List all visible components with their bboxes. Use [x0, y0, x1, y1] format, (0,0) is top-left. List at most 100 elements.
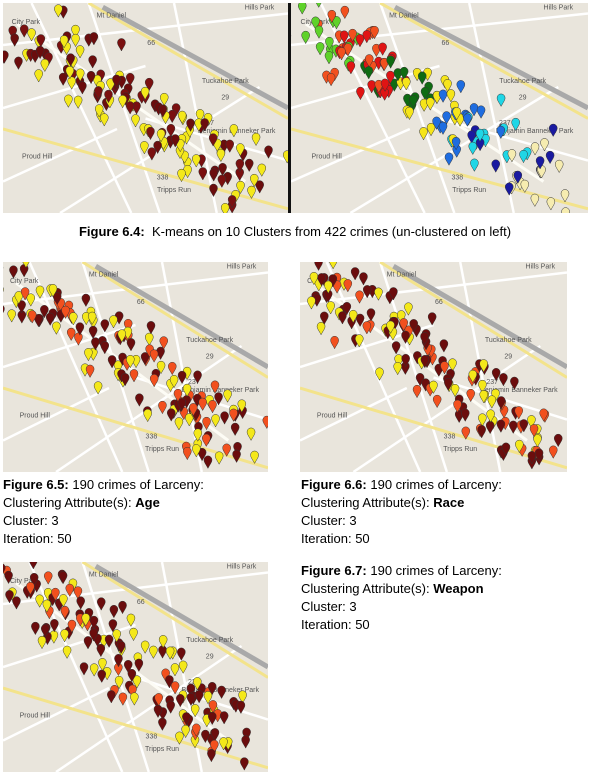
crime-marker — [61, 305, 70, 320]
crime-marker — [426, 97, 435, 111]
crime-marker — [393, 68, 403, 82]
crime-marker — [19, 24, 29, 38]
crime-marker — [420, 86, 430, 101]
crime-marker — [230, 422, 240, 437]
road — [3, 127, 118, 183]
crime-marker — [339, 30, 349, 44]
crime-marker — [94, 104, 104, 118]
map-label: Tuckahoe Park — [499, 78, 546, 85]
crime-marker — [89, 628, 98, 642]
road — [352, 344, 541, 472]
map-label: 237 — [499, 120, 511, 127]
map-label: Tripps Run — [443, 446, 477, 453]
crime-marker — [236, 700, 246, 715]
crime-marker — [529, 424, 539, 438]
map-label: Tripps Run — [157, 187, 191, 194]
crime-marker — [51, 587, 60, 602]
crime-marker — [193, 370, 202, 384]
crime-marker — [149, 374, 159, 388]
crime-marker — [81, 613, 91, 627]
crime-marker — [112, 629, 121, 643]
crime-marker — [337, 47, 346, 61]
crime-marker — [207, 682, 217, 696]
crime-marker — [40, 58, 50, 73]
crime-marker — [113, 360, 123, 374]
crime-marker — [27, 310, 37, 324]
crime-marker — [158, 400, 167, 415]
crime-marker — [330, 335, 339, 350]
crime-marker — [166, 408, 176, 422]
road — [172, 3, 218, 213]
crime-marker — [242, 727, 251, 741]
road — [55, 644, 243, 772]
cluster: Cluster: 3 — [301, 599, 357, 614]
crime-marker — [314, 25, 324, 39]
crime-marker — [420, 331, 429, 346]
crime-marker — [94, 86, 103, 100]
crime-marker — [317, 273, 326, 287]
map-label: Proud Hill — [20, 412, 51, 419]
crime-marker — [440, 361, 449, 375]
crime-marker — [159, 336, 168, 350]
map-label: Hills Park — [526, 263, 556, 270]
crime-marker — [140, 352, 150, 366]
crime-marker — [247, 185, 256, 200]
crime-marker — [216, 148, 226, 163]
crime-marker — [118, 600, 127, 615]
crime-marker — [75, 68, 85, 82]
crime-marker — [496, 419, 506, 433]
crime-marker — [240, 757, 249, 771]
crime-marker — [60, 605, 70, 620]
road — [81, 562, 268, 679]
map-label: City Park — [12, 19, 41, 26]
crime-marker — [238, 690, 247, 704]
crime-marker — [12, 596, 21, 610]
crime-marker — [491, 368, 501, 382]
crime-marker — [222, 443, 231, 457]
crime-marker — [17, 300, 26, 314]
crime-marker — [156, 360, 166, 375]
crime-marker — [211, 414, 220, 428]
crime-marker — [554, 159, 564, 174]
crime-marker — [89, 663, 99, 677]
crime-marker — [348, 309, 358, 324]
crime-marker — [220, 411, 229, 425]
crime-marker — [81, 293, 91, 308]
attribute-label: Clustering Attribute(s): — [301, 495, 430, 510]
crime-marker — [486, 409, 495, 423]
map-label: Mt Daniel — [387, 272, 417, 279]
crime-marker — [125, 72, 135, 87]
attribute-label: Clustering Attribute(s): — [301, 581, 430, 596]
crime-marker — [367, 80, 376, 94]
crime-marker — [48, 284, 58, 298]
crime-marker — [177, 110, 187, 125]
map-label: Proud Hill — [22, 153, 53, 160]
crime-marker — [67, 76, 76, 90]
crime-marker — [3, 305, 5, 314]
crime-marker — [200, 118, 209, 132]
crime-marker — [375, 367, 384, 381]
crime-marker — [186, 118, 195, 132]
crime-marker — [401, 354, 410, 368]
highway — [101, 5, 288, 111]
crime-marker — [146, 126, 155, 141]
crime-marker — [83, 636, 93, 650]
crime-marker — [340, 5, 350, 20]
crime-marker — [514, 406, 523, 420]
crime-marker — [203, 691, 213, 705]
crime-marker — [209, 168, 218, 182]
crime-marker — [171, 134, 180, 148]
crime-marker — [62, 645, 72, 660]
crime-marker — [509, 420, 518, 434]
crime-marker — [404, 302, 413, 316]
map-label: City Park — [10, 278, 39, 285]
crime-marker — [438, 121, 448, 135]
crime-marker — [203, 455, 213, 469]
map-label: Tuckahoe Park — [202, 78, 249, 85]
crime-marker — [181, 724, 190, 739]
map-label: Tuckahoe Park — [186, 637, 233, 644]
crime-marker — [380, 57, 389, 72]
crime-marker — [75, 322, 85, 336]
crime-marker — [412, 384, 422, 399]
